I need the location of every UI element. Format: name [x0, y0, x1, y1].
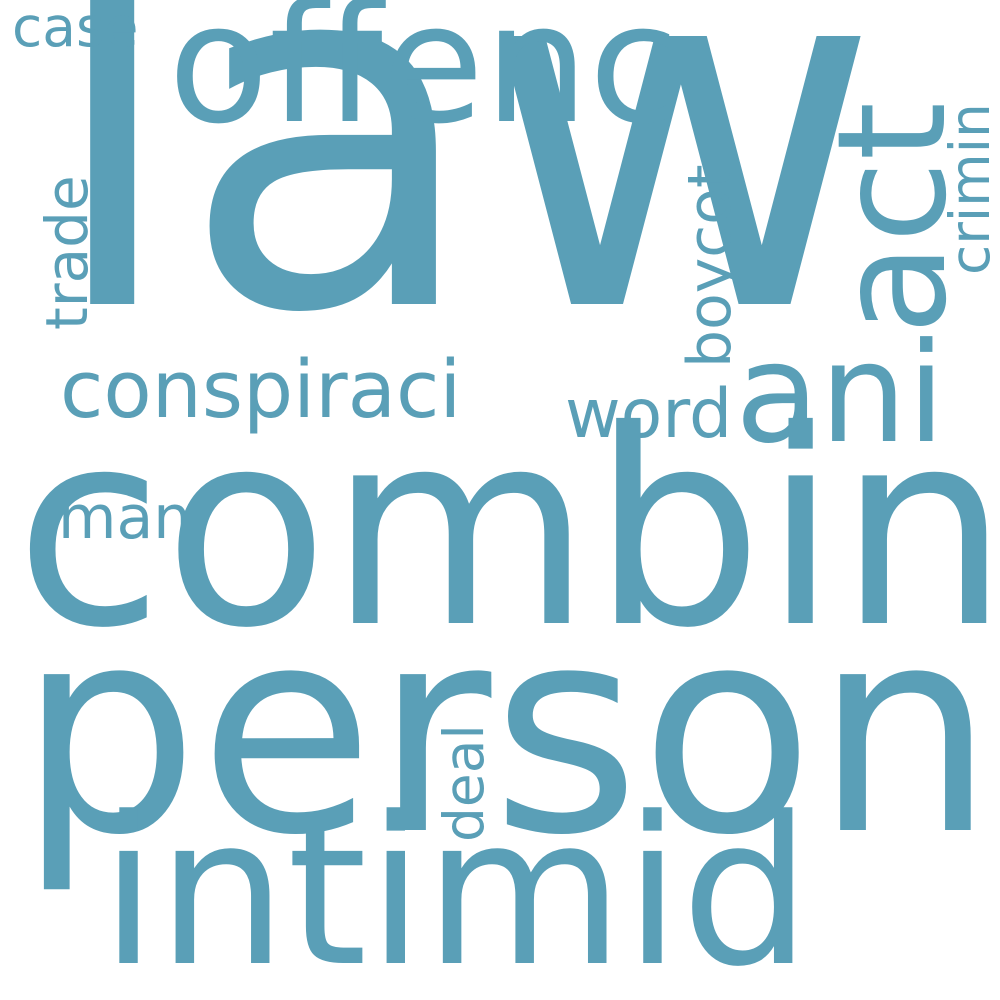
word-case: case [12, 0, 139, 59]
word-word: word [565, 375, 733, 454]
word-ani: ani [735, 313, 946, 474]
word-man: man [58, 483, 192, 553]
word-boycot: boycot [675, 164, 745, 368]
word-intimid: intimid [100, 774, 811, 1000]
word-trade: trade [33, 175, 101, 330]
word-law: law [44, 0, 882, 420]
word-person: person [18, 566, 995, 898]
word-combin: combin [15, 372, 1000, 687]
word-offenc: offenc [168, 0, 680, 160]
word-conspiraci: conspiraci [60, 344, 462, 436]
word-crimin: crimin [938, 103, 1000, 275]
